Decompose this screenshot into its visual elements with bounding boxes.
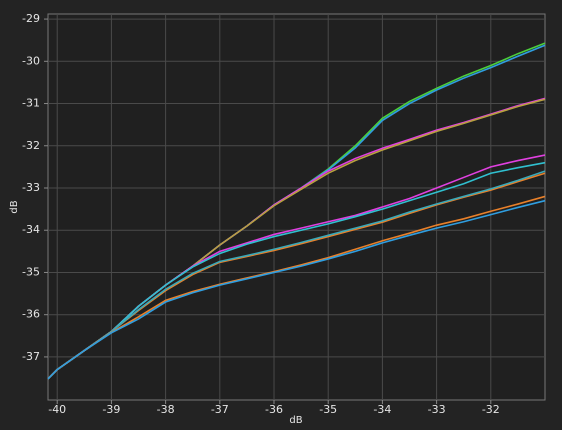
x-tick-label: -35 bbox=[319, 403, 337, 416]
y-tick-label: -29 bbox=[22, 12, 40, 25]
x-tick-label: -37 bbox=[211, 403, 229, 416]
y-tick-label: -36 bbox=[22, 308, 40, 321]
x-tick-label: -39 bbox=[102, 403, 120, 416]
y-axis-label: dB bbox=[9, 200, 20, 213]
x-axis-label: dB bbox=[289, 415, 302, 426]
plot-area bbox=[47, 13, 546, 401]
x-tick-label: -32 bbox=[482, 403, 500, 416]
x-tick-label: -34 bbox=[373, 403, 391, 416]
x-tick-label: -40 bbox=[48, 403, 66, 416]
y-tick-label: -32 bbox=[22, 139, 40, 152]
y-tick-label: -31 bbox=[22, 97, 40, 110]
x-tick-label: -33 bbox=[428, 403, 446, 416]
y-tick-label: -30 bbox=[22, 54, 40, 67]
y-tick-label: -33 bbox=[22, 181, 40, 194]
series-line bbox=[47, 170, 546, 380]
x-tick-label: -36 bbox=[265, 403, 283, 416]
y-tick-label: -37 bbox=[22, 350, 40, 363]
y-tick-label: -34 bbox=[22, 223, 40, 236]
y-tick-label: -35 bbox=[22, 265, 40, 278]
x-tick-label: -38 bbox=[157, 403, 175, 416]
series-line bbox=[47, 199, 546, 380]
